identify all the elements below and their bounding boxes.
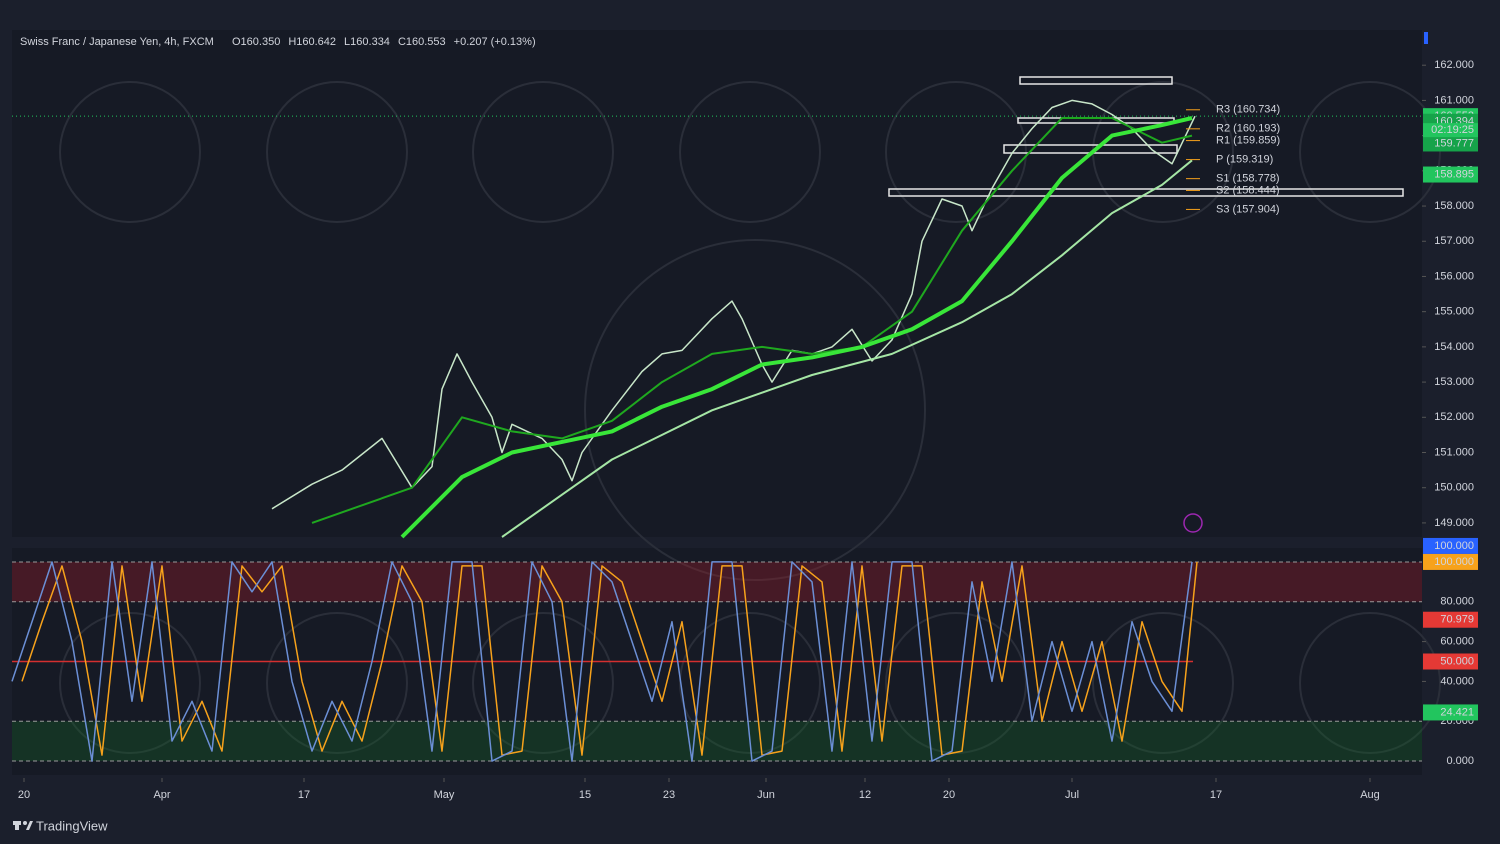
x-tick-label: Jun: [757, 789, 775, 801]
osc-tag-bg: [1423, 653, 1478, 670]
y-tick-label: 157.000: [1434, 235, 1474, 247]
price-line: [501, 159, 1193, 538]
marker: [1424, 32, 1428, 44]
osc-tag: 100.000: [1434, 540, 1474, 552]
osc-tag-bg: [1423, 537, 1478, 554]
pivot-label: P (159.319): [1216, 154, 1273, 166]
alert-icon[interactable]: [1183, 513, 1203, 533]
osc-tag-bg: [1423, 611, 1478, 628]
ohlc-value: C160.553: [398, 36, 446, 48]
x-tick-label: May: [434, 789, 455, 801]
zones: [888, 76, 1404, 197]
x-tick-label: 12: [859, 789, 871, 801]
x-tick-label: 20: [943, 789, 955, 801]
osc-tag-bg: [1423, 704, 1478, 721]
y-tick-label: 40.000: [1440, 675, 1474, 687]
x-tick-label: Apr: [153, 789, 170, 801]
ohlc-value: +0.207 (+0.13%): [454, 36, 536, 48]
y-tick-label: 150.000: [1434, 482, 1474, 494]
y-tick-label: 156.000: [1434, 270, 1474, 282]
osc-tag: 50.000: [1440, 655, 1474, 667]
y-tick-label: 0.000: [1446, 755, 1474, 767]
y-tick-label: 161.000: [1434, 94, 1474, 106]
pivot-label: R1 (159.859): [1216, 134, 1280, 146]
osc-tag: 70.979: [1440, 614, 1474, 626]
osc-tag-bg: [1423, 553, 1478, 570]
x-tick-label: 17: [1210, 789, 1222, 801]
y-tick-label: 162.000: [1434, 59, 1474, 71]
x-tick-label: Jul: [1065, 789, 1079, 801]
countdown: 02:19:25: [1431, 124, 1474, 136]
tv-logo: [13, 821, 33, 830]
footer-brand: TradingView: [36, 818, 108, 833]
oscillator-line: [11, 561, 1193, 762]
y-tick-label: 80.000: [1440, 596, 1474, 608]
x-tick-label: 17: [298, 789, 310, 801]
chart-title: Swiss Franc / Japanese Yen, 4h, FXCM: [20, 36, 214, 48]
y-tick-label: 153.000: [1434, 376, 1474, 388]
y-tick-label: 155.000: [1434, 306, 1474, 318]
ohlc-value: O160.350: [232, 36, 280, 48]
y-tick-label: 149.000: [1434, 517, 1474, 529]
ohlc-value: L160.334: [344, 36, 390, 48]
overbought-band: [12, 561, 1422, 602]
oversold-band: [12, 721, 1422, 762]
y-tick-label: 152.000: [1434, 411, 1474, 423]
x-tick-label: 23: [663, 789, 675, 801]
osc-tag: 100.000: [1434, 556, 1474, 568]
y-tick-label: 151.000: [1434, 446, 1474, 458]
price-line: [400, 116, 1193, 539]
price-tag-bg: [1423, 135, 1478, 152]
y-tick-label: 158.000: [1434, 200, 1474, 212]
pivot-label: R3 (160.734): [1216, 104, 1280, 116]
price-tag: 159.777: [1434, 137, 1474, 149]
y-tick-label: 154.000: [1434, 341, 1474, 353]
osc-tag: 24.421: [1440, 706, 1474, 718]
pivot-label: S2 (158.444): [1216, 184, 1280, 196]
ohlc-value: H160.642: [288, 36, 336, 48]
x-tick-label: 15: [579, 789, 591, 801]
price-line: [311, 117, 1193, 524]
y-tick-label: 60.000: [1440, 635, 1474, 647]
pivot-label: S3 (157.904): [1216, 203, 1280, 215]
watermarks: [59, 81, 1441, 754]
price-tag: 158.895: [1434, 168, 1474, 180]
x-tick-label: 20: [18, 789, 30, 801]
x-tick-label: Aug: [1360, 789, 1380, 801]
pivot-label: R2 (160.193): [1216, 123, 1280, 135]
oscillator-line: [21, 561, 1198, 756]
countdown-bg: [1423, 123, 1478, 138]
pivot-label: S1 (158.778): [1216, 173, 1280, 185]
price-panel: [12, 30, 1422, 537]
price-tag-bg: [1423, 166, 1478, 183]
